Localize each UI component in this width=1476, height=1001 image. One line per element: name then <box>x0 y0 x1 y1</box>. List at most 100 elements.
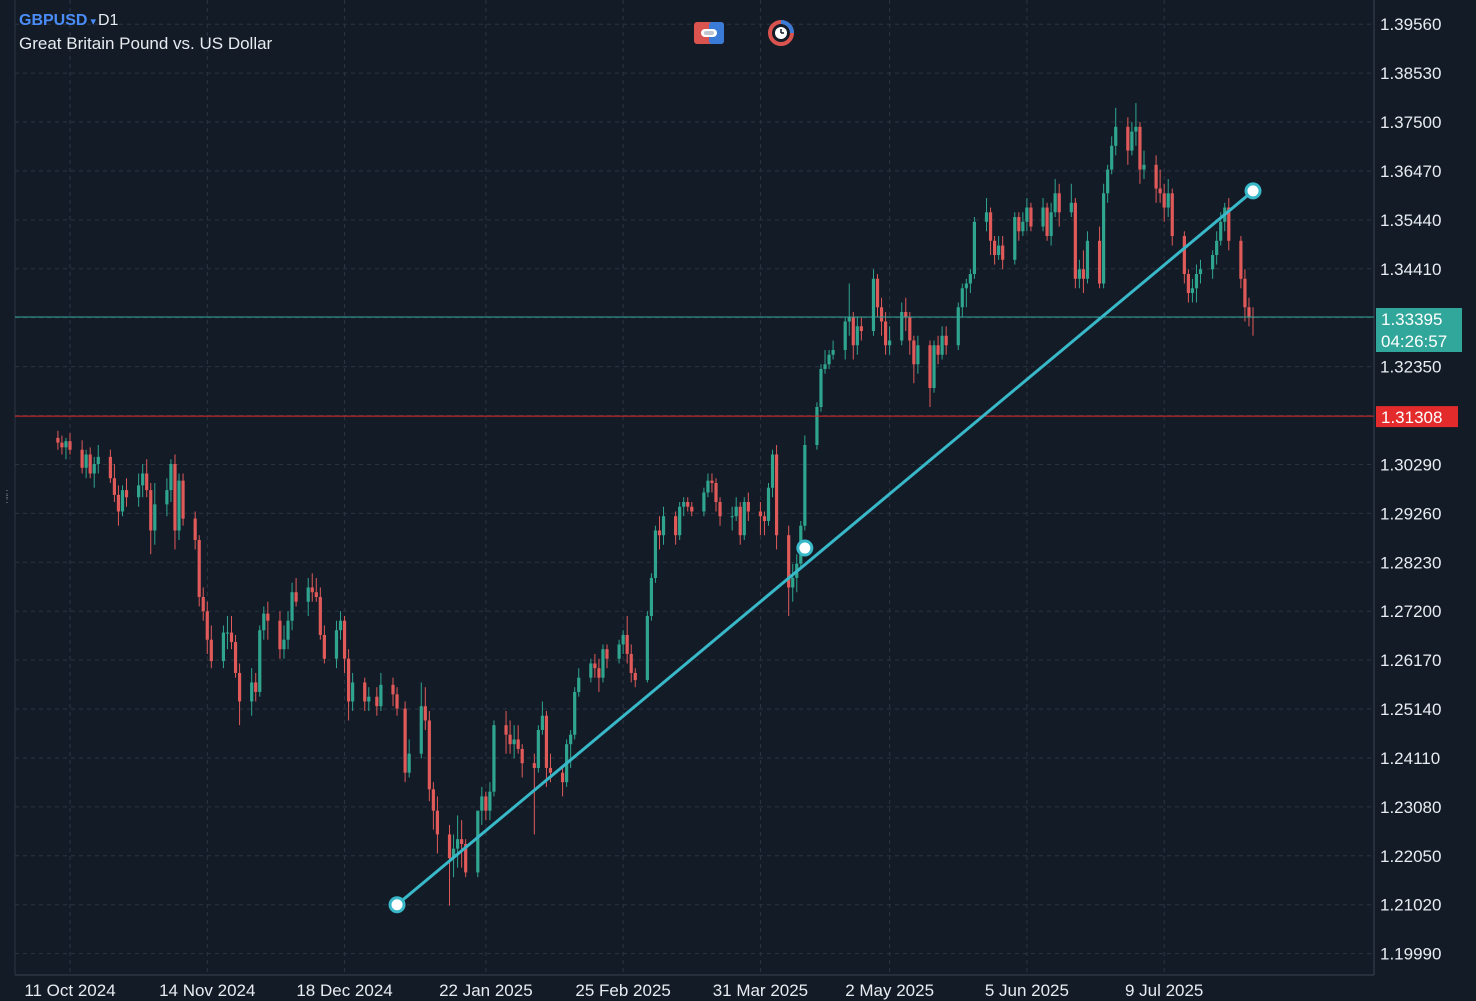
candle-body <box>831 350 835 355</box>
candle-body <box>573 691 577 735</box>
candle <box>968 269 972 294</box>
candle-body <box>1194 274 1199 289</box>
candle <box>960 283 964 317</box>
candle <box>1215 231 1219 265</box>
candle-body <box>120 490 125 512</box>
candle-body <box>419 706 423 754</box>
candle-body <box>908 316 912 341</box>
candle <box>1110 136 1114 175</box>
candle <box>1041 198 1045 232</box>
candle-body <box>900 312 904 341</box>
candle-body <box>1170 193 1174 237</box>
symbol-name[interactable]: GBPUSD <box>19 12 88 29</box>
candle-body <box>1130 131 1134 151</box>
candle-body <box>149 490 153 531</box>
candle-body <box>560 772 565 783</box>
panel-resize-handle[interactable]: ⋮ ⋮ <box>2 489 12 505</box>
candle <box>956 302 960 351</box>
clock-refresh-icon[interactable] <box>766 20 796 46</box>
timeframe-label[interactable]: D1 <box>97 12 119 29</box>
candle-body <box>997 245 1001 256</box>
candle <box>1045 202 1049 241</box>
candle <box>678 501 682 540</box>
candle-body <box>758 511 763 517</box>
candle <box>137 473 141 507</box>
candle-body <box>661 516 666 536</box>
candle-body <box>855 326 859 346</box>
candle <box>334 620 339 669</box>
trendline-anchor-handle[interactable] <box>796 539 814 557</box>
candle <box>149 482 153 555</box>
price-tick-label: 1.19990 <box>1380 945 1441 964</box>
current-price-badge <box>1376 308 1462 353</box>
candle-body <box>803 444 807 526</box>
candle <box>855 316 859 355</box>
candle <box>407 739 411 778</box>
candle-body <box>1102 193 1106 284</box>
symbol-description: Great Britain Pound vs. US Dollar <box>19 34 273 53</box>
candle-body <box>674 516 678 536</box>
candle-body <box>1154 164 1158 189</box>
candle <box>342 615 347 673</box>
trendline-anchor-handle[interactable] <box>1244 182 1262 200</box>
candle-body <box>290 592 294 621</box>
candle <box>710 473 714 493</box>
candle <box>116 485 121 526</box>
price-tick-label: 1.26170 <box>1380 651 1441 670</box>
candle-body <box>875 278 880 308</box>
candle-body <box>738 506 742 536</box>
trendline-anchor-handle[interactable] <box>388 896 406 914</box>
price-tick-label: 1.38530 <box>1380 64 1441 83</box>
candle <box>221 625 226 669</box>
candle <box>322 625 326 664</box>
candle <box>1130 122 1134 156</box>
candle-body <box>346 658 351 702</box>
candle <box>318 587 322 640</box>
candle-body <box>451 848 456 859</box>
candle-body <box>282 639 286 650</box>
candle-body <box>165 490 169 505</box>
chart-header: GBPUSD ▾ D1 Great Britain Pound vs. US Dol… <box>19 12 272 54</box>
price-tick-label: 1.37500 <box>1380 113 1441 132</box>
candle <box>815 402 819 450</box>
candle-body <box>306 587 310 602</box>
candle-body <box>690 506 694 512</box>
candle-body <box>1247 307 1251 317</box>
candle <box>823 350 827 374</box>
candle-body <box>1114 126 1118 146</box>
candle <box>1243 269 1247 322</box>
candle-body <box>116 494 121 512</box>
candle-body <box>629 653 633 673</box>
candle-body <box>145 473 149 491</box>
candle <box>419 682 423 759</box>
candle <box>908 312 912 355</box>
price-tick-label: 1.25140 <box>1380 700 1441 719</box>
capsule-toggle-icon[interactable] <box>693 20 724 46</box>
candle-body <box>1077 269 1081 279</box>
candle-body <box>286 620 290 640</box>
candle <box>843 316 847 360</box>
candle-body <box>1001 245 1005 260</box>
candle <box>403 701 407 783</box>
candle-body <box>940 335 944 355</box>
candle <box>306 577 310 616</box>
candle <box>702 487 706 517</box>
candle-body <box>1106 169 1110 194</box>
candle-body <box>431 789 435 811</box>
candle <box>1142 150 1146 180</box>
candle-body <box>262 613 266 631</box>
candle-body <box>653 530 658 578</box>
candle-body <box>1239 240 1243 279</box>
candle-body <box>375 696 379 707</box>
candle <box>278 611 282 659</box>
candle-body <box>791 577 795 588</box>
candle-body <box>912 340 916 365</box>
candle-body <box>625 634 629 654</box>
candle-body <box>621 634 625 645</box>
candle-body <box>928 345 932 389</box>
candle <box>1106 164 1110 203</box>
candle-body <box>956 307 960 346</box>
symbol-caret-icon[interactable]: ▾ <box>90 16 96 28</box>
price-tick-label: 1.35440 <box>1380 211 1441 230</box>
